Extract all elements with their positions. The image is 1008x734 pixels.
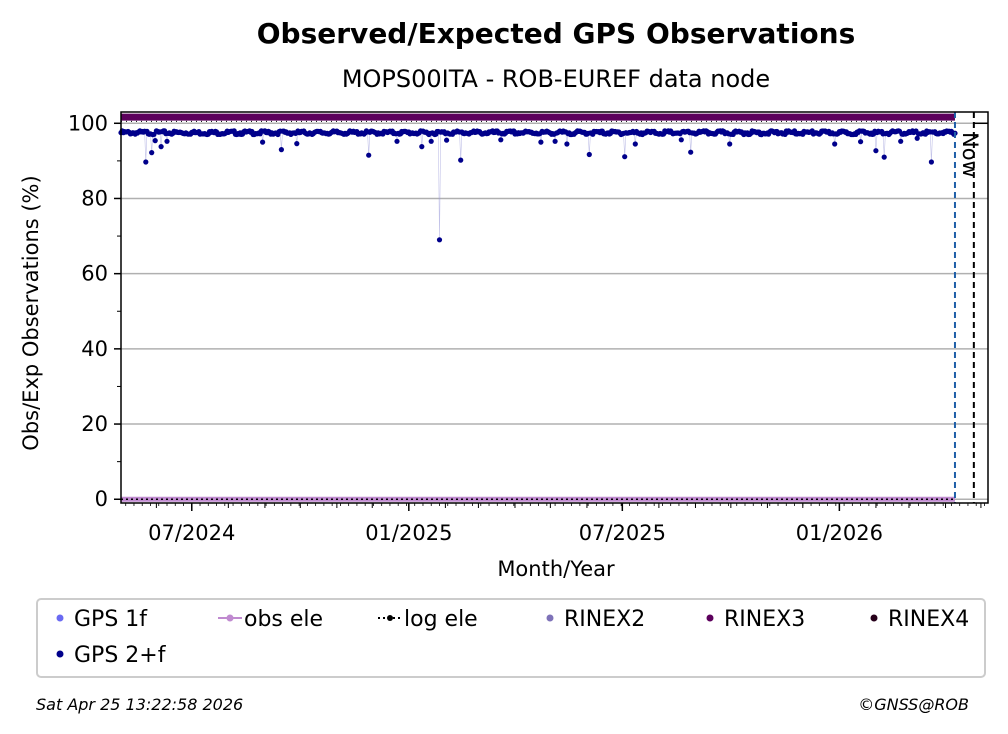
gps-2f-point [498, 137, 504, 143]
y-tick-label: 100 [68, 111, 108, 135]
chart-subtitle: MOPS00ITA - ROB-EUREF data node [342, 65, 770, 93]
legend-marker [870, 614, 878, 622]
y-tick-label: 80 [81, 186, 108, 210]
grid-lines [121, 122, 988, 500]
legend-entry: RINEX2 [546, 607, 645, 632]
gps-2f-point [538, 139, 544, 145]
gps-2f-point [158, 144, 164, 150]
gps-2f-point [419, 144, 425, 150]
gps-2f-point [881, 154, 887, 160]
gps-2f-point [152, 138, 158, 144]
x-tick-label: 01/2025 [365, 521, 452, 545]
x-axis-label: Month/Year [497, 557, 615, 581]
legend-marker [226, 614, 234, 622]
chart-title: Observed/Expected GPS Observations [257, 17, 856, 50]
y-axis-label: Obs/Exp Observations (%) [19, 175, 43, 450]
legend-marker [546, 614, 554, 622]
legend-marker [56, 614, 64, 622]
y-axis-ticks: 0 20 40 60 80 100 [68, 111, 121, 511]
rinex-bands [121, 113, 955, 502]
gps-2f-point [914, 135, 920, 141]
gps-2f-trace [120, 129, 956, 240]
legend-label: RINEX2 [564, 607, 645, 632]
legend-entry: RINEX4 [870, 607, 969, 632]
gps-2f-point [928, 159, 935, 165]
legend-label: obs ele [244, 607, 323, 632]
y-tick-label: 60 [81, 262, 108, 286]
legend-entry: RINEX3 [706, 607, 805, 632]
legend-box [36, 598, 986, 678]
gps-2f-point [436, 237, 443, 243]
gps-2f-point [858, 139, 864, 145]
legend-label: RINEX3 [724, 607, 805, 632]
legend-marker [56, 650, 64, 658]
gps-2f-point [394, 138, 400, 144]
legend-marker [706, 614, 714, 622]
legend-label: GPS 1f [74, 607, 148, 632]
legend-entry: obs ele [218, 607, 323, 632]
plot-frame [120, 111, 989, 504]
footer-credit: ©GNSS@ROB [858, 695, 969, 714]
x-tick-label: 07/2025 [579, 521, 666, 545]
legend-label: RINEX4 [888, 607, 969, 632]
legend: GPS 1f obs ele log ele RINEX2 RINEX3 RINEX4 GP… [36, 598, 986, 678]
gps-2f-point [164, 138, 170, 144]
legend-label: GPS 2+f [74, 643, 167, 668]
gps-2f-point [832, 141, 838, 147]
legend-label: log ele [404, 607, 478, 632]
y-tick-label: 40 [81, 337, 108, 361]
x-tick-label: 07/2024 [148, 521, 235, 545]
gps-2f-point [149, 150, 155, 156]
gps-2f-point [688, 149, 694, 155]
gps-2f-point [678, 137, 684, 143]
gps-2f-point [294, 141, 300, 147]
date-markers [953, 112, 988, 503]
legend-entry: log ele [378, 607, 478, 632]
gps-2f-point [428, 138, 434, 144]
gps-2f-point [552, 138, 558, 144]
gps-2f-point [564, 141, 570, 147]
gps-2f-point [366, 152, 372, 158]
gps-2f-point [586, 151, 592, 158]
now-label: Now [958, 132, 982, 178]
footer-timestamp: Sat Apr 25 13:22:58 2026 [36, 695, 243, 714]
gps-2f-point [260, 139, 266, 145]
gps-2f-point [458, 157, 464, 163]
gps-2f-point [143, 159, 149, 165]
gps-2f-point [873, 148, 879, 154]
y-tick-label: 20 [81, 412, 108, 436]
gps-2f-point [898, 138, 904, 144]
gps-2f-point [444, 137, 450, 143]
gps-2f-point [727, 141, 733, 147]
x-tick-label: 01/2026 [796, 521, 883, 545]
legend-marker [387, 615, 393, 621]
y-tick-label: 0 [95, 487, 108, 511]
legend-entry: GPS 2+f [56, 643, 167, 668]
legend-entry: GPS 1f [56, 607, 148, 632]
x-axis-ticks: 07/2024 01/2025 07/2025 01/2026 [125, 503, 985, 545]
gps-2f-point [622, 154, 628, 160]
data-points [118, 128, 958, 243]
gps-2f-point [278, 147, 284, 153]
gps-2f-point [632, 141, 638, 147]
